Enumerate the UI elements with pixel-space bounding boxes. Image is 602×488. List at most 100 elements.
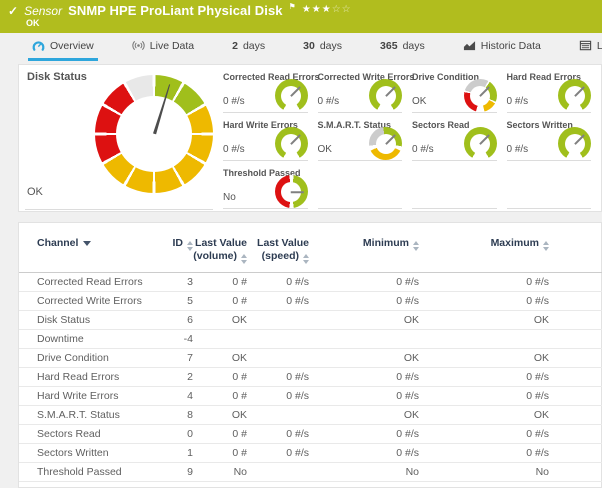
cell-channel: Sectors Read [19,424,157,444]
cell-last_volume: 0 # [193,272,247,292]
gauge-value: 0 #/s [506,96,529,107]
priority-stars[interactable]: ★★★☆☆ [301,4,352,15]
cell-minimum: 0 #/s [309,291,419,311]
gauge-dial [463,127,497,160]
table-row[interactable]: Hard Write Errors 4 0 #0 #/s 0 #/s 0 #/s [19,386,602,406]
gauge-label: Corrected Read Errors [223,72,320,82]
overview-gauges-panel: Disk Status OK Corrected Read Errors 0 #/… [18,64,602,212]
tab-live-data[interactable]: Live Data [128,33,198,61]
gauge-cell: S.M.A.R.T. Status OK [317,113,413,161]
chart-icon [463,39,476,52]
cell-channel: Drive Condition [19,348,157,368]
gauge-needle [290,133,301,145]
gauge-cell-empty [506,161,602,209]
table-row[interactable]: Sectors Read 0 0 #0 #/s 0 #/s 0 #/s [19,424,602,444]
gauge-label: Threshold Passed [223,168,301,178]
cell-channel: Sectors Written [19,443,157,463]
object-kind-label: Sensor [24,3,63,18]
cell-id: 6 [157,310,193,330]
column-header-last-value-speed[interactable]: Last Value (speed) [247,235,309,273]
cell-spacer [549,386,602,406]
tab-365-days[interactable]: 365 days [380,39,425,52]
gauge-label: Drive Condition [412,72,479,82]
separator [317,160,402,161]
gauge-dial [274,127,308,160]
column-header-channel[interactable]: Channel [19,235,157,273]
cell-last_volume: No [193,462,247,482]
gauge-cell: Corrected Read Errors 0 #/s [223,65,320,113]
tab-historic-data[interactable]: Historic Data [459,33,545,61]
cell-id: 7 [157,348,193,368]
cell-last_volume: 0 # [193,367,247,387]
cell-minimum: 0 #/s [309,272,419,292]
gauge-dial [274,79,308,112]
tab-overview[interactable]: Overview [28,33,98,61]
table-row[interactable]: Drive Condition 7 OK OK OK [19,348,602,368]
gauge-cell-empty [412,161,507,209]
cell-minimum: OK [309,405,419,425]
cell-channel: Disk Status [19,310,157,330]
cell-maximum: 0 #/s [419,367,549,387]
table-row[interactable]: Corrected Write Errors 5 0 #0 #/s 0 #/s 0 #/… [19,291,602,311]
gauge-dial [463,79,497,112]
separator [412,208,497,209]
table-row[interactable]: Hard Read Errors 2 0 #0 #/s 0 #/s 0 #/s [19,367,602,387]
table-row[interactable]: Disk Status 6 OK OK OK [19,310,602,330]
priority-flag-icon[interactable]: ⚑ [288,2,296,11]
tab-2-days[interactable]: 2 days [232,39,266,52]
cell-last_volume: 0 # [193,291,247,311]
cell-minimum: No [309,462,419,482]
cell-maximum: 0 #/s [419,291,549,311]
gauge-value: OK [317,144,332,155]
gauge-label: S.M.A.R.T. Status [317,120,392,130]
cell-minimum: 0 #/s [309,367,419,387]
gauge-cell: Sectors Written 0 #/s [506,113,602,161]
cell-channel: Corrected Read Errors [19,272,157,292]
column-header-last-value-volume[interactable]: Last Value (volume) [193,235,247,273]
table-row[interactable]: Downtime -4 [19,329,602,349]
table-row[interactable]: S.M.A.R.T. Status 8 OK OK OK [19,405,602,425]
cell-maximum: OK [419,405,549,425]
separator [223,208,308,209]
cell-last_volume: OK [193,348,247,368]
gauge-cell: Drive Condition OK [412,65,507,113]
cell-last_volume: 0 # [193,443,247,463]
gauge-cell: Sectors Read 0 #/s [412,113,507,161]
table-row[interactable]: Threshold Passed 9 No No No [19,462,602,482]
cell-spacer [549,405,602,425]
cell-last_volume: 0 # [193,424,247,444]
main-gauge-value: OK [27,186,43,198]
gauge-needle [291,190,304,193]
gauge-icon [32,39,45,52]
gauge-needle [479,133,490,145]
sensor-status-text: OK [26,18,40,28]
gauge-cell: Threshold Passed No [223,161,318,209]
tab-bar: Overview Live Data 2 days 30 days 365 da… [0,33,602,61]
cell-last_volume: OK [193,310,247,330]
gauge-dial [274,175,308,208]
cell-id: 8 [157,405,193,425]
column-header-spacer [549,235,602,273]
broadcast-icon [132,39,145,52]
table-row[interactable]: Corrected Read Errors 3 0 #0 #/s 0 #/s 0 #/s [19,272,602,292]
gauge-cell: Corrected Write Errors 0 #/s [317,65,414,113]
gauge-needle [573,85,585,97]
gauge-cell: Hard Read Errors 0 #/s [506,65,602,113]
cell-last_volume: OK [193,405,247,425]
cell-maximum: 0 #/s [419,443,549,463]
column-header-id[interactable]: ID [157,235,193,273]
tab-log[interactable]: Log [575,33,602,61]
column-header-minimum[interactable]: Minimum [309,235,419,273]
table-row[interactable]: Sectors Written 1 0 #0 #/s 0 #/s 0 #/s [19,443,602,463]
gauge-label: Sectors Written [506,120,573,130]
separator [506,112,591,113]
column-header-maximum[interactable]: Maximum [419,235,549,273]
gauge-value: No [223,192,236,203]
status-check-icon: ✓ [8,3,19,18]
cell-last_speed: 0 #/s [247,424,309,444]
tab-30-days[interactable]: 30 days [303,39,343,52]
cell-last_speed: 0 #/s [247,272,309,292]
separator [506,208,591,209]
cell-last_speed: 0 #/s [247,291,309,311]
cell-last_speed [247,462,309,482]
